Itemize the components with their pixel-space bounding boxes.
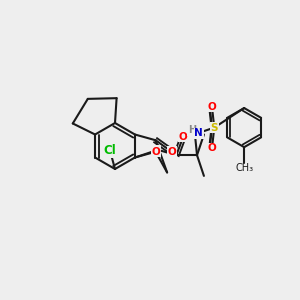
- Text: O: O: [208, 102, 216, 112]
- Text: CH₃: CH₃: [235, 163, 253, 173]
- Text: H: H: [188, 125, 196, 135]
- Text: O: O: [151, 146, 160, 156]
- Text: O: O: [179, 132, 188, 142]
- Text: O: O: [208, 143, 216, 153]
- Text: O: O: [167, 147, 176, 157]
- Text: Cl: Cl: [103, 144, 116, 157]
- Text: N: N: [194, 128, 203, 138]
- Text: O: O: [151, 147, 160, 157]
- Text: S: S: [211, 123, 218, 133]
